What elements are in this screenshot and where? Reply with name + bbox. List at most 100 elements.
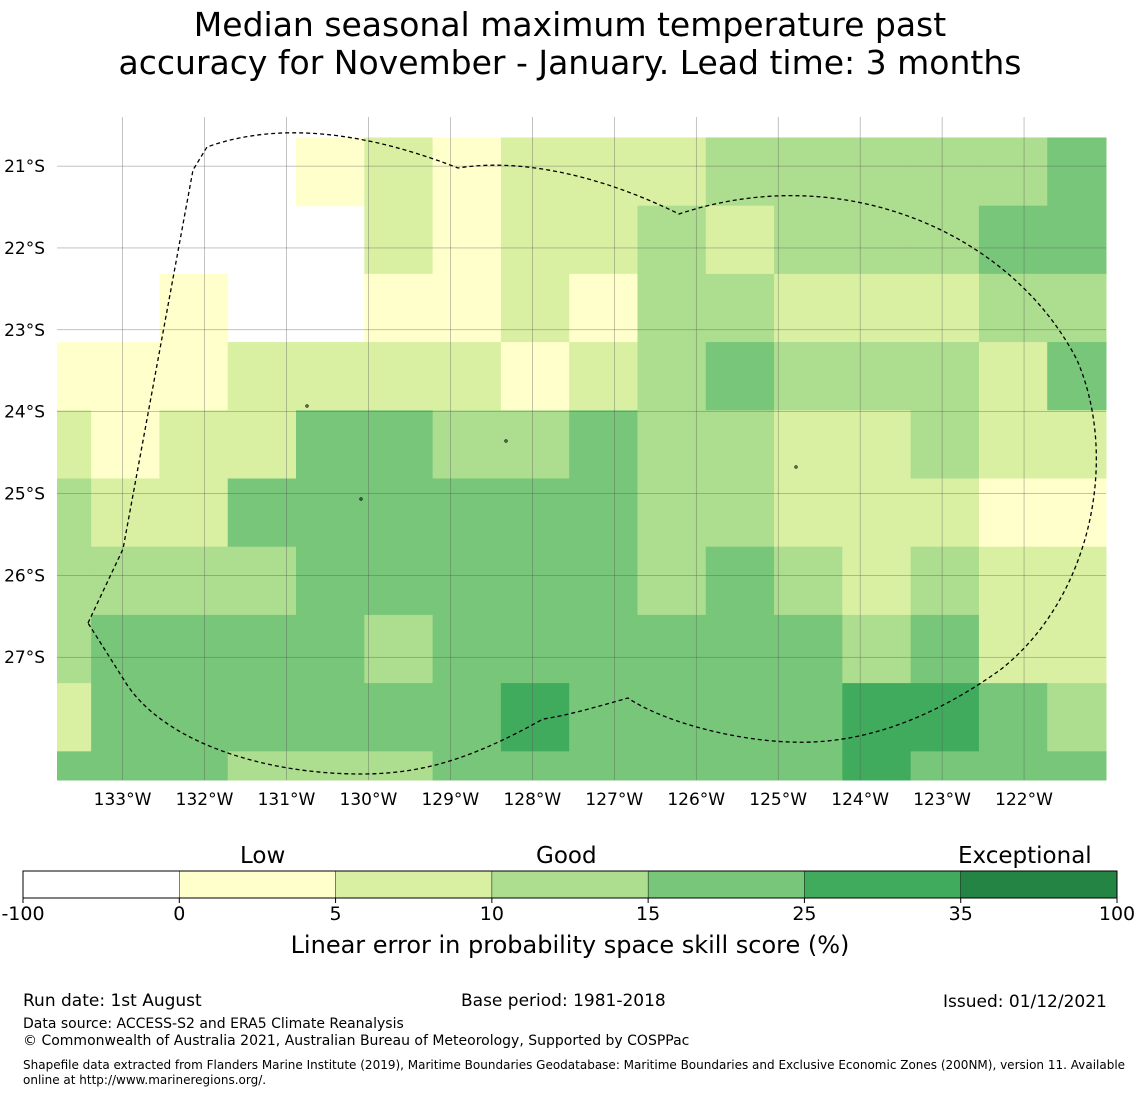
longitude-tick-label: 132°W [176,790,234,810]
grid-cell [978,478,1048,548]
grid-cell [432,342,502,411]
grid-cell [569,478,638,548]
longitude-labels: 133°W 132°W 131°W 130°W 129°W 128°W 127°W 126°W… [94,790,1053,810]
colorbar-category-good: Good [536,843,597,869]
grid-cell [500,410,570,479]
grid-cell [159,478,229,548]
grid-cell [500,546,570,616]
grid-cell [296,478,365,548]
colorbar-title: Linear error in probability space skill … [290,931,850,959]
longitude-tick-label: 124°W [831,790,889,810]
grid-cell [910,410,980,479]
grid-cell [91,683,160,752]
grid-cell [159,683,229,752]
colorbar-segment [179,871,336,898]
grid-cell [364,546,434,616]
grid-cell [637,137,707,207]
longitude-tick-label: 126°W [667,790,725,810]
eez-boundary [87,132,1097,775]
latitude-tick-label: 22°S [4,239,45,259]
map-gridlines [57,117,1106,780]
colorbar-segment [648,871,805,898]
grid-cell [500,614,570,684]
grid-cell [705,410,775,479]
grid-cell [1047,137,1107,207]
latitude-tick-label: 24°S [4,403,45,423]
grid-cell [364,683,434,752]
grid-cell [842,137,912,207]
grid-cell [296,751,365,781]
eez-boundary-line [87,132,1097,775]
grid-cell [569,751,638,781]
colorbar-tick-label: 25 [792,903,816,925]
grid-cell [432,410,502,479]
grid-cell [842,478,912,548]
grid-cell [705,683,775,752]
grid-cell [637,342,707,411]
grid-cell [637,205,707,275]
grid-cell [1047,478,1107,548]
grid-cell [500,683,570,752]
grid-cell [569,342,638,411]
grid-cell [569,410,638,479]
run-date: Run date: 1st August [23,991,202,1011]
grid-cell [842,273,912,343]
island-marker [359,497,363,501]
latitude-tick-label: 23°S [4,321,45,341]
longitude-tick-label: 127°W [585,790,643,810]
colorbar-tick-label: 100 [1099,903,1135,925]
data-source: Data source: ACCESS-S2 and ERA5 Climate … [23,1016,404,1032]
grid-cell [842,342,912,411]
grid-cell [842,751,912,781]
grid-cell [978,137,1048,207]
grid-cell [500,342,570,411]
latitude-tick-label: 25°S [4,485,45,505]
grid-cell [705,478,775,548]
grid-cell [91,614,160,684]
grid-cell [296,410,365,479]
grid-cell [637,546,707,616]
longitude-tick-label: 122°W [995,790,1053,810]
island-marker [305,404,309,408]
colorbar: -100 0 5 10 15 25 35 100 [1,870,1135,925]
grid-cell [978,546,1048,616]
grid-cell [296,546,365,616]
grid-cell [705,137,775,207]
grid-cell [637,273,707,343]
grid-cell [500,137,570,207]
grid-cell [705,614,775,684]
grid-cell [1047,751,1107,781]
grid-cell [227,342,297,411]
longitude-tick-label: 125°W [749,790,807,810]
grid-cell [774,342,843,411]
grid-cell [978,683,1048,752]
latitude-tick-label: 27°S [4,648,45,668]
grid-cell [1047,410,1107,479]
grid-cell [159,614,229,684]
grid-cell [227,683,297,752]
grid-cell [364,751,434,781]
grid-cell [910,273,980,343]
grid-cell [159,273,229,343]
colorbar-tick-label: 35 [949,903,973,925]
grid-cell [978,751,1048,781]
grid-cell [432,683,502,752]
grid-cell [705,205,775,275]
grid-cell [227,410,297,479]
grid-cell [57,614,92,684]
grid-cell [1047,205,1107,275]
longitude-tick-label: 133°W [94,790,152,810]
grid-cell [910,751,980,781]
grid-cell [842,410,912,479]
grid-cell [637,751,707,781]
grid-cell [364,342,434,411]
grid-cell [978,205,1048,275]
island-marker [794,465,798,469]
grid-cell [569,546,638,616]
grid-cell [296,683,365,752]
grid-cell [432,478,502,548]
grid-cell [159,410,229,479]
longitude-tick-label: 130°W [340,790,398,810]
grid-cell [296,614,365,684]
grid-cell [57,751,92,781]
